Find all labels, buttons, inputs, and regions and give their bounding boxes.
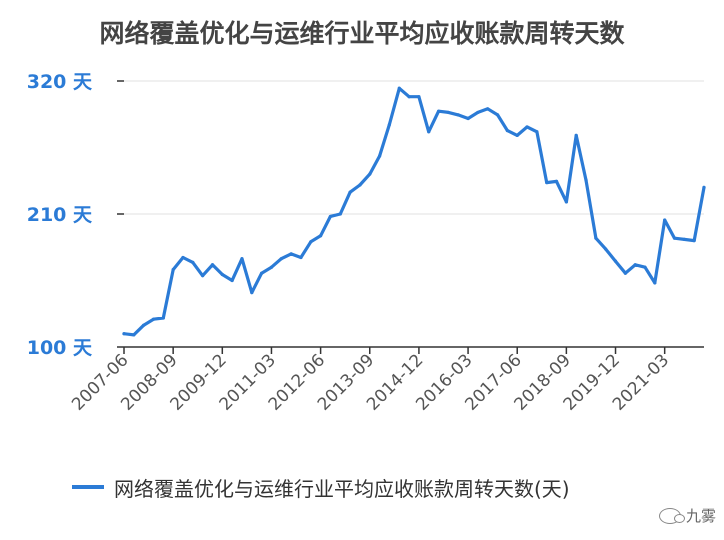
data-point [132, 333, 136, 337]
data-point [309, 240, 313, 244]
data-point [525, 125, 529, 129]
x-tick-labels: 2007-062008-092009-122011-032012-062013-… [68, 350, 673, 414]
data-point [319, 234, 323, 238]
legend-label: 网络覆盖优化与运维行业平均应收账款周转天数(天) [114, 476, 570, 501]
data-point [122, 332, 126, 336]
y-tick-labels: 100 天 210 天 320 天 [27, 71, 93, 359]
data-point [210, 263, 215, 267]
data-point [269, 265, 274, 269]
data-point [201, 274, 205, 278]
data-point [486, 107, 490, 111]
data-point [515, 133, 519, 138]
data-point [171, 268, 175, 272]
data-point [417, 95, 421, 99]
series-line [122, 86, 706, 337]
data-point [604, 247, 608, 251]
data-point [672, 236, 677, 240]
data-point [623, 271, 627, 275]
series-layer [122, 86, 706, 337]
chart-title: 网络覆盖优化与运维行业平均应收账款周转天数 [99, 19, 625, 48]
data-point [456, 113, 460, 117]
data-point [643, 265, 647, 269]
data-point [181, 255, 185, 260]
legend: 网络覆盖优化与运维行业平均应收账款周转天数(天) [72, 472, 570, 502]
data-point [446, 110, 451, 115]
data-point [299, 255, 303, 260]
y-tick-label: 320 天 [27, 71, 93, 93]
data-point [653, 281, 657, 285]
watermark: 九雾 [658, 505, 716, 526]
data-point [348, 190, 352, 194]
data-point [692, 239, 696, 243]
data-point [427, 130, 431, 134]
grid-lines [124, 80, 704, 215]
data-point [142, 323, 146, 327]
data-point [328, 214, 333, 219]
data-point [377, 154, 382, 158]
data-point [279, 257, 283, 261]
data-point [436, 109, 441, 113]
data-point [594, 236, 598, 240]
data-point [584, 178, 588, 182]
data-point [702, 185, 706, 189]
data-point [554, 179, 559, 183]
y-tick-label: 210 天 [27, 204, 93, 226]
data-point [407, 95, 411, 99]
data-point [338, 212, 342, 216]
y-tick-label: 100 天 [27, 337, 93, 359]
legend-swatch [72, 485, 104, 489]
data-point [564, 200, 568, 204]
watermark-text: 九雾 [685, 507, 716, 525]
data-point [387, 122, 392, 127]
data-point [151, 317, 156, 321]
data-point [663, 218, 667, 222]
data-point [250, 290, 254, 295]
data-point [358, 183, 362, 187]
data-point [397, 86, 401, 90]
data-point [466, 116, 470, 121]
data-point [613, 259, 618, 263]
wechat-icon [658, 507, 685, 524]
data-point [260, 271, 264, 275]
data-point [682, 237, 686, 241]
data-point [191, 260, 195, 264]
data-point [633, 263, 637, 267]
data-point [476, 110, 480, 115]
data-point [535, 130, 539, 134]
data-point [545, 180, 549, 185]
data-point [505, 128, 509, 133]
data-point [161, 316, 165, 320]
data-point [495, 113, 500, 117]
data-point [240, 257, 244, 261]
axes [117, 80, 704, 354]
data-point [230, 278, 234, 283]
data-point [574, 133, 578, 138]
data-point [220, 272, 224, 277]
data-point [289, 252, 293, 256]
data-point [368, 172, 372, 176]
